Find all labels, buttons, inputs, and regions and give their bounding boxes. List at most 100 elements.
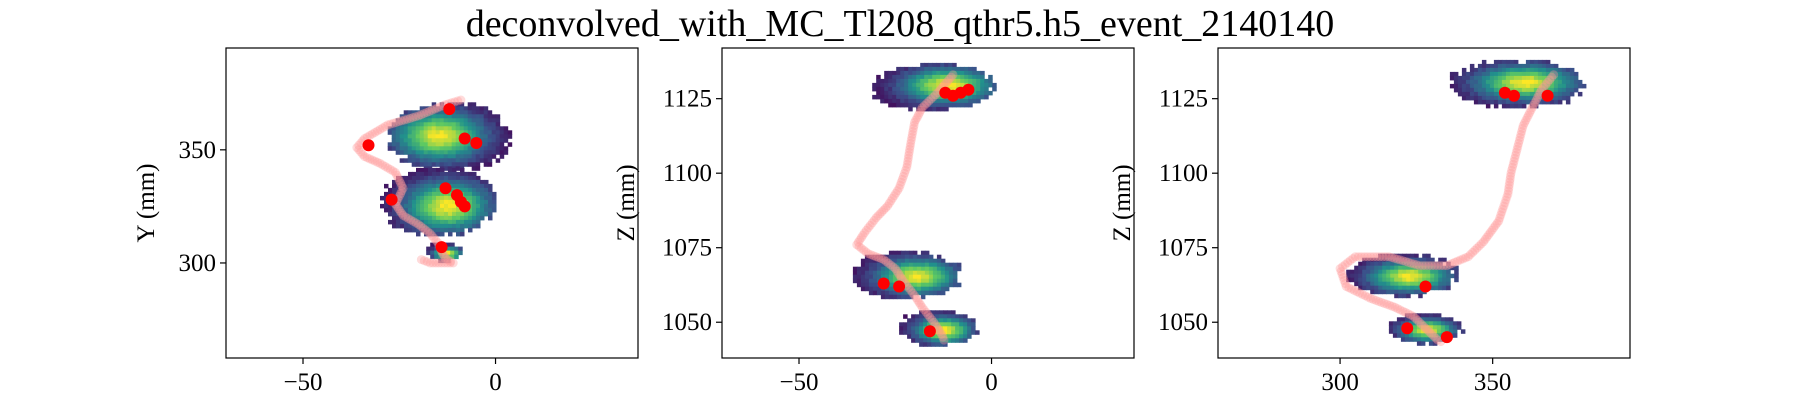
heatmap-cell: [984, 78, 989, 84]
heatmap-cell: [396, 175, 401, 181]
heatmap-cell: [1509, 71, 1515, 77]
heatmap-cell: [896, 90, 901, 96]
heatmap-cell: [1457, 87, 1463, 93]
heatmap-cell: [1465, 75, 1471, 81]
heatmap-cell: [491, 146, 497, 151]
heatmap-cell: [448, 207, 453, 213]
marker-point: [1508, 89, 1520, 102]
heatmap-cell: [908, 250, 914, 256]
heatmap-cell: [924, 290, 930, 296]
heatmap-cell: [912, 94, 917, 100]
heatmap-cell: [476, 195, 481, 201]
track-point: [1414, 261, 1424, 271]
track-point: [896, 273, 906, 283]
heatmap-cell: [451, 154, 457, 159]
heatmap-cell: [436, 215, 441, 221]
heatmap-cell: [860, 274, 866, 280]
heatmap-cell: [916, 290, 922, 296]
heatmap-cell: [475, 162, 481, 167]
heatmap-cell: [864, 278, 870, 284]
heatmap-cell: [384, 207, 389, 213]
heatmap-cell: [1404, 313, 1410, 318]
heatmap-cell: [1577, 79, 1583, 85]
heatmap-cell: [880, 86, 885, 92]
heatmap-cell: [404, 215, 409, 221]
heatmap-cell: [452, 167, 457, 173]
heatmap-cell: [976, 86, 981, 92]
heatmap-cell: [480, 211, 485, 217]
heatmap-cell: [940, 102, 945, 108]
heatmap-cell: [900, 254, 906, 260]
track-point: [1360, 252, 1369, 262]
heatmap-cell: [1374, 273, 1379, 279]
heatmap-cell: [480, 203, 485, 209]
heatmap-cell: [1422, 261, 1427, 267]
heatmap-cell: [455, 158, 461, 163]
track-point: [888, 262, 898, 272]
heatmap-cell: [1416, 329, 1422, 334]
heatmap-cell: [1404, 337, 1410, 342]
plot-area: [1335, 59, 1587, 347]
heatmap-cell: [964, 102, 969, 108]
track-point: [421, 225, 430, 235]
heatmap-cell: [391, 122, 397, 127]
heatmap-cell: [923, 334, 928, 339]
heatmap-cell: [908, 66, 913, 72]
heatmap-cell: [1390, 261, 1395, 267]
heatmap-cell: [876, 286, 882, 292]
heatmap-cell: [439, 126, 445, 131]
heatmap-cell: [455, 150, 461, 155]
heatmap-cell: [431, 150, 437, 155]
heatmap-cell: [1424, 313, 1430, 318]
heatmap-cell: [1569, 71, 1575, 77]
heatmap-cell: [880, 258, 886, 264]
heatmap-cell: [1408, 317, 1414, 322]
heatmap-cell: [400, 219, 405, 225]
heatmap-cell: [491, 130, 497, 135]
heatmap-cell: [467, 146, 473, 151]
heatmap-cell: [475, 130, 481, 135]
heatmap-cell: [1525, 59, 1531, 65]
heatmap-cell: [475, 126, 481, 131]
track-point: [401, 212, 411, 222]
heatmap-cell: [931, 322, 936, 327]
heatmap-cell: [487, 122, 493, 127]
heatmap-cell: [451, 150, 457, 155]
heatmap-cell: [984, 86, 989, 92]
heatmap-cell: [431, 106, 437, 111]
heatmap-cell: [920, 102, 925, 108]
heatmap-cell: [963, 322, 968, 327]
heatmap-cell: [463, 130, 469, 135]
heatmap-cell: [955, 330, 960, 335]
heatmap-cell: [928, 258, 934, 264]
y-tick-label: 1100: [663, 160, 712, 187]
track-point: [940, 79, 950, 89]
heatmap-cell: [932, 278, 938, 284]
heatmap-cell: [1545, 83, 1551, 89]
heatmap-cell: [468, 223, 473, 229]
heatmap-cell: [420, 207, 425, 213]
heatmap-cell: [416, 195, 421, 201]
heatmap-cell: [1509, 83, 1515, 89]
heatmap-cell: [1493, 91, 1499, 97]
heatmap-cell: [1432, 313, 1438, 318]
heatmap-cell: [1557, 99, 1563, 105]
heatmap-cell: [499, 150, 505, 155]
heatmap-cell: [400, 179, 405, 185]
heatmap-cell: [431, 122, 437, 127]
heatmap-cell: [407, 126, 413, 131]
heatmap-cell: [1565, 87, 1571, 93]
heatmap-cell: [467, 122, 473, 127]
heatmap-cell: [434, 254, 439, 260]
heatmap-cell: [438, 258, 443, 264]
track-point: [1363, 292, 1373, 302]
heatmap-cell: [431, 126, 437, 131]
heatmap-cell: [1444, 317, 1450, 322]
track-point: [1433, 335, 1443, 345]
heatmap-cell: [488, 183, 493, 189]
heatmap-cell: [919, 334, 924, 339]
heatmap-cell: [904, 270, 910, 276]
heatmap-cell: [1533, 71, 1539, 77]
heatmap-cell: [1426, 269, 1431, 275]
heatmap-cell: [395, 150, 401, 155]
